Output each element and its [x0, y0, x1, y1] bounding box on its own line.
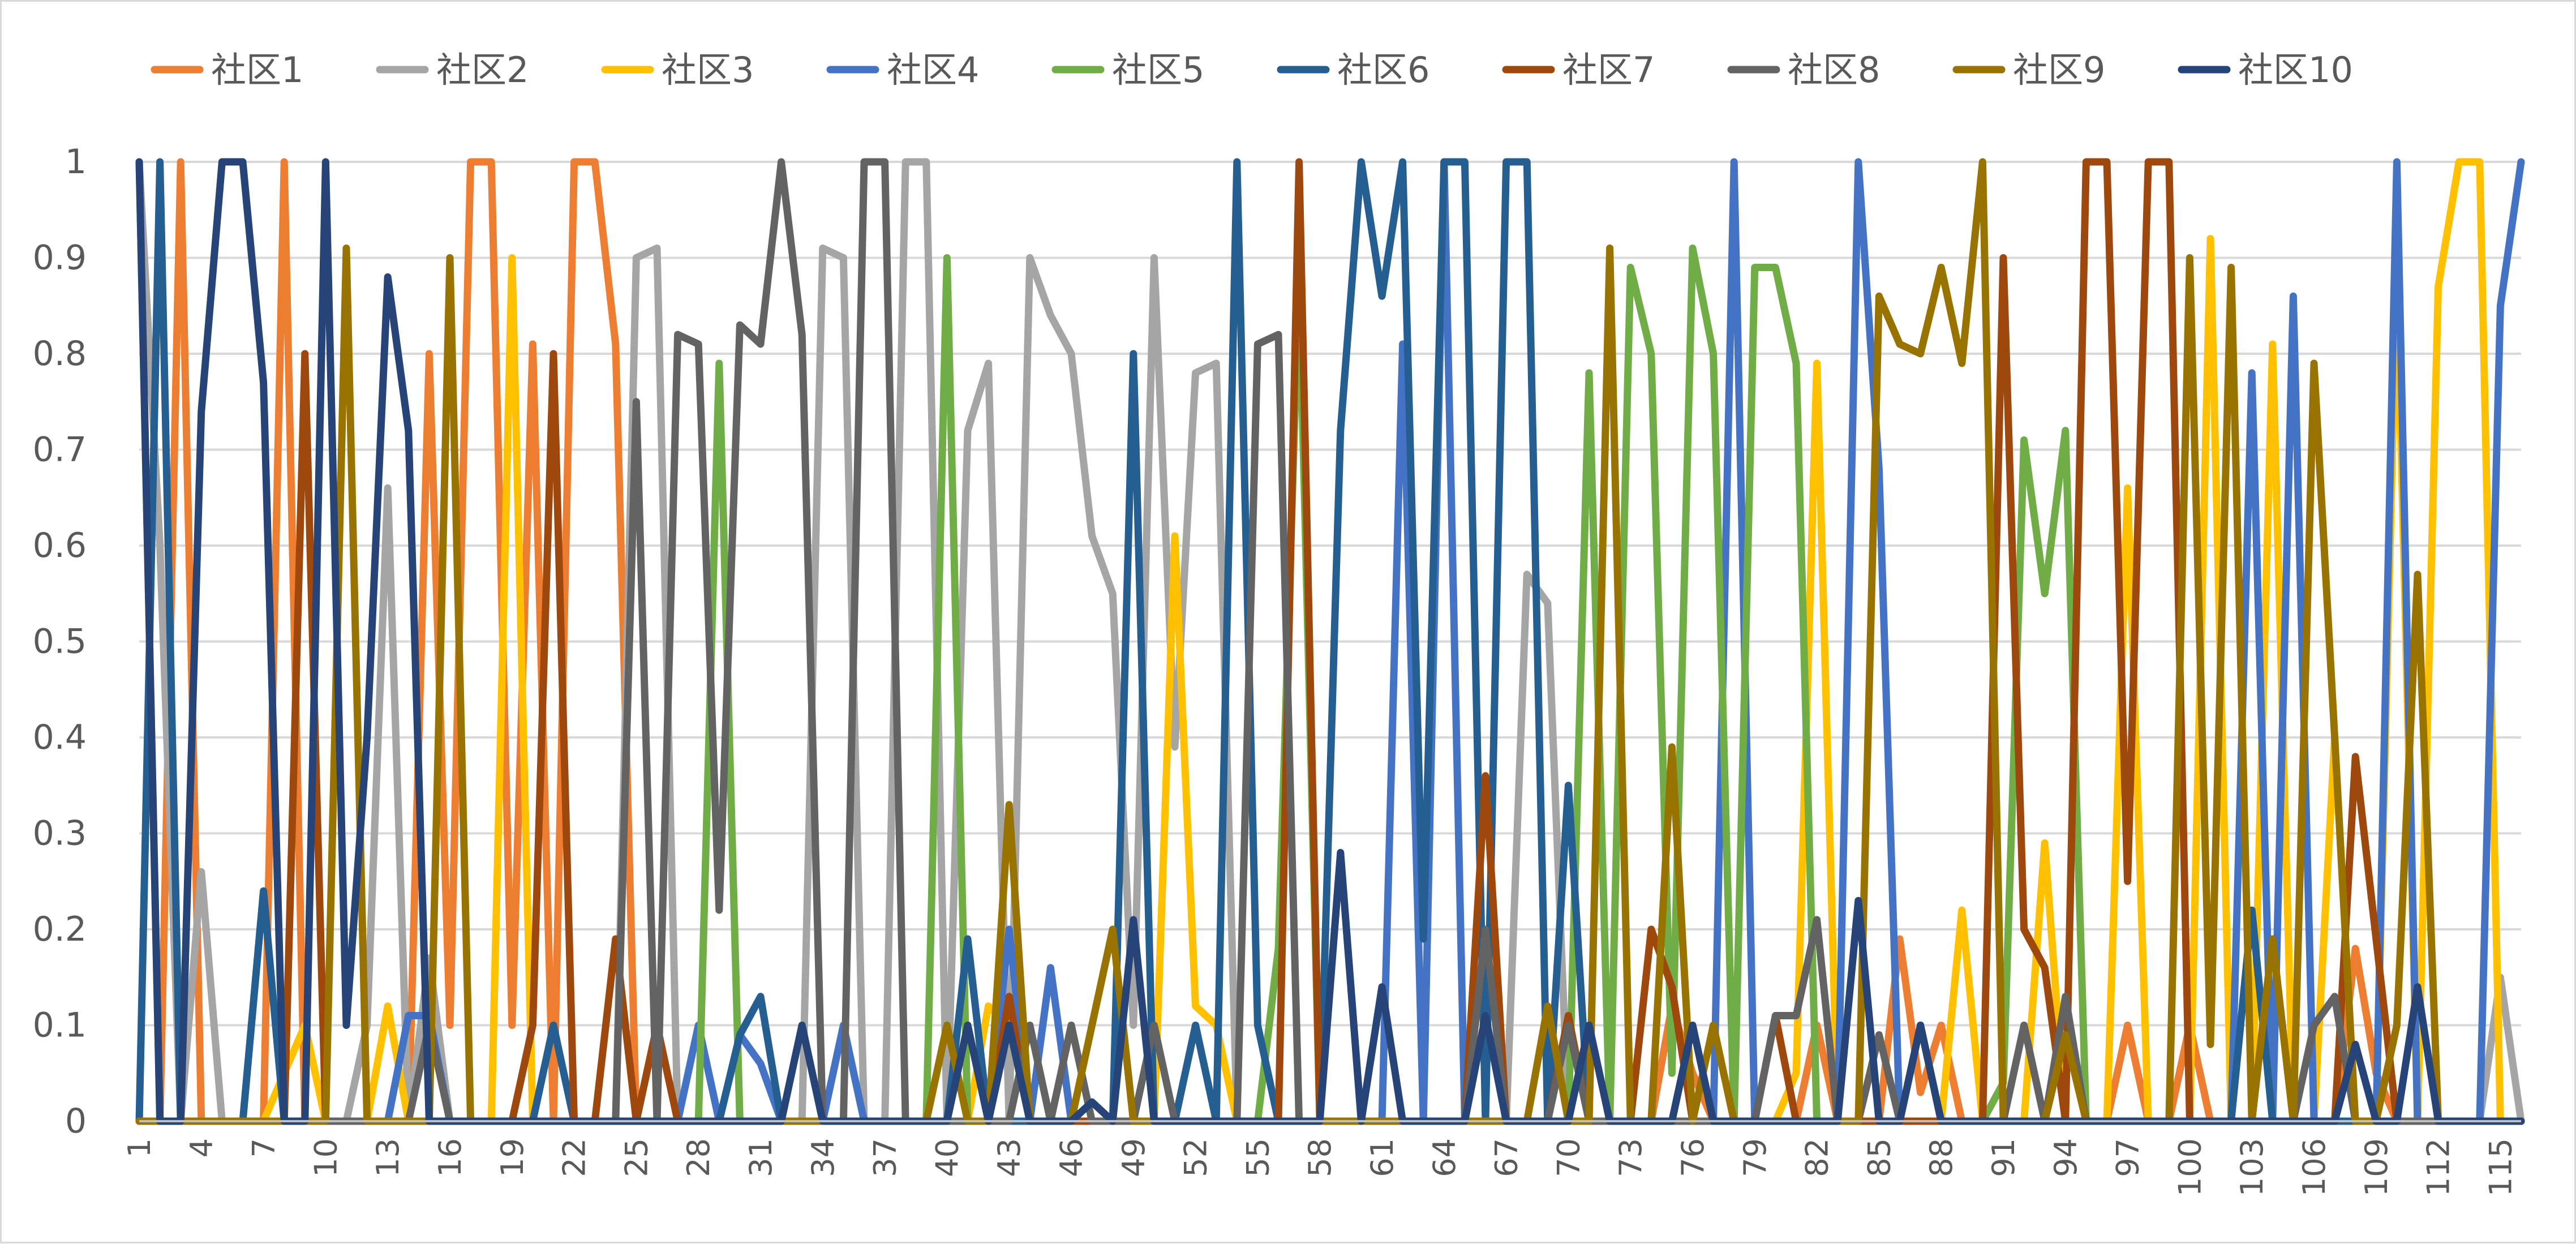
x-tick-label: 58	[1302, 1138, 1338, 1177]
x-tick-label: 79	[1737, 1138, 1773, 1177]
x-tick-label: 52	[1178, 1138, 1214, 1177]
x-tick-label: 49	[1116, 1138, 1152, 1177]
y-tick-label: 0.6	[33, 526, 87, 565]
x-tick-label: 91	[1986, 1138, 2021, 1177]
x-tick-label: 1	[122, 1138, 157, 1157]
x-tick-label: 55	[1240, 1138, 1276, 1177]
x-tick-label: 103	[2234, 1138, 2270, 1196]
y-tick-label: 1	[65, 142, 87, 182]
legend-label-7: 社区7	[1562, 49, 1655, 91]
x-tick-label: 13	[370, 1138, 406, 1177]
x-tick-label: 43	[991, 1138, 1027, 1177]
legend-label-2: 社区2	[436, 49, 529, 91]
y-tick-label: 0.1	[33, 1006, 87, 1045]
y-tick-label: 0.3	[33, 814, 87, 853]
x-tick-label: 28	[681, 1138, 716, 1177]
legend-label-3: 社区3	[662, 49, 754, 91]
x-tick-label: 106	[2296, 1138, 2332, 1196]
y-tick-label: 0.9	[33, 238, 87, 278]
y-tick-label: 0.8	[33, 334, 87, 374]
y-tick-label: 0.2	[33, 910, 87, 949]
x-tick-label: 22	[557, 1138, 593, 1177]
legend-label-9: 社区9	[2013, 49, 2105, 91]
x-tick-label: 76	[1675, 1138, 1711, 1177]
x-tick-label: 100	[2172, 1138, 2208, 1196]
legend-label-8: 社区8	[1788, 49, 1880, 91]
x-tick-label: 16	[432, 1138, 468, 1177]
legend-label-10: 社区10	[2238, 49, 2353, 91]
legend-label-4: 社区4	[887, 49, 979, 91]
x-tick-label: 10	[308, 1138, 344, 1177]
legend-label-5: 社区5	[1112, 49, 1204, 91]
y-tick-label: 0.4	[33, 718, 87, 757]
x-tick-label: 31	[743, 1138, 779, 1177]
y-axis-ticks: 0 0.1 0.2 0.3 0.4 0.5 0.6 0.7 0.8 0.9 1	[33, 142, 87, 1141]
x-tick-label: 4	[184, 1138, 220, 1157]
x-tick-label: 73	[1613, 1138, 1648, 1177]
x-tick-label: 94	[2048, 1138, 2084, 1177]
x-tick-label: 64	[1427, 1138, 1462, 1177]
x-tick-label: 40	[929, 1138, 965, 1177]
x-tick-label: 109	[2359, 1138, 2394, 1196]
x-tick-label: 34	[805, 1138, 841, 1177]
legend-label-1: 社区1	[211, 49, 303, 91]
x-tick-label: 88	[1924, 1138, 1959, 1177]
x-tick-label: 7	[246, 1138, 282, 1157]
x-tick-label: 67	[1489, 1138, 1525, 1177]
legend-label-6: 社区6	[1337, 49, 1429, 91]
x-tick-label: 82	[1800, 1138, 1835, 1177]
y-tick-label: 0.5	[33, 622, 87, 662]
x-tick-label: 97	[2110, 1138, 2146, 1177]
x-tick-label: 25	[619, 1138, 654, 1177]
x-tick-label: 115	[2483, 1138, 2518, 1196]
x-axis-ticks: 1 4 7 10 13 16 19 22 25 28 31 34 37 40 43 46 49 52 55 58 61 6…	[122, 1138, 2518, 1196]
y-tick-label: 0.7	[33, 430, 87, 470]
legend: 社区1 社区2 社区3 社区4 社区5 社区6 社区7 社区8 社区9 社区10	[151, 49, 2353, 91]
x-tick-label: 19	[495, 1138, 530, 1177]
x-tick-label: 85	[1861, 1138, 1897, 1177]
x-tick-label: 37	[868, 1138, 903, 1177]
y-tick-label: 0	[65, 1101, 87, 1141]
x-tick-label: 61	[1364, 1138, 1400, 1177]
x-tick-label: 70	[1551, 1138, 1586, 1177]
x-tick-label: 112	[2421, 1138, 2457, 1196]
x-tick-label: 46	[1054, 1138, 1089, 1177]
